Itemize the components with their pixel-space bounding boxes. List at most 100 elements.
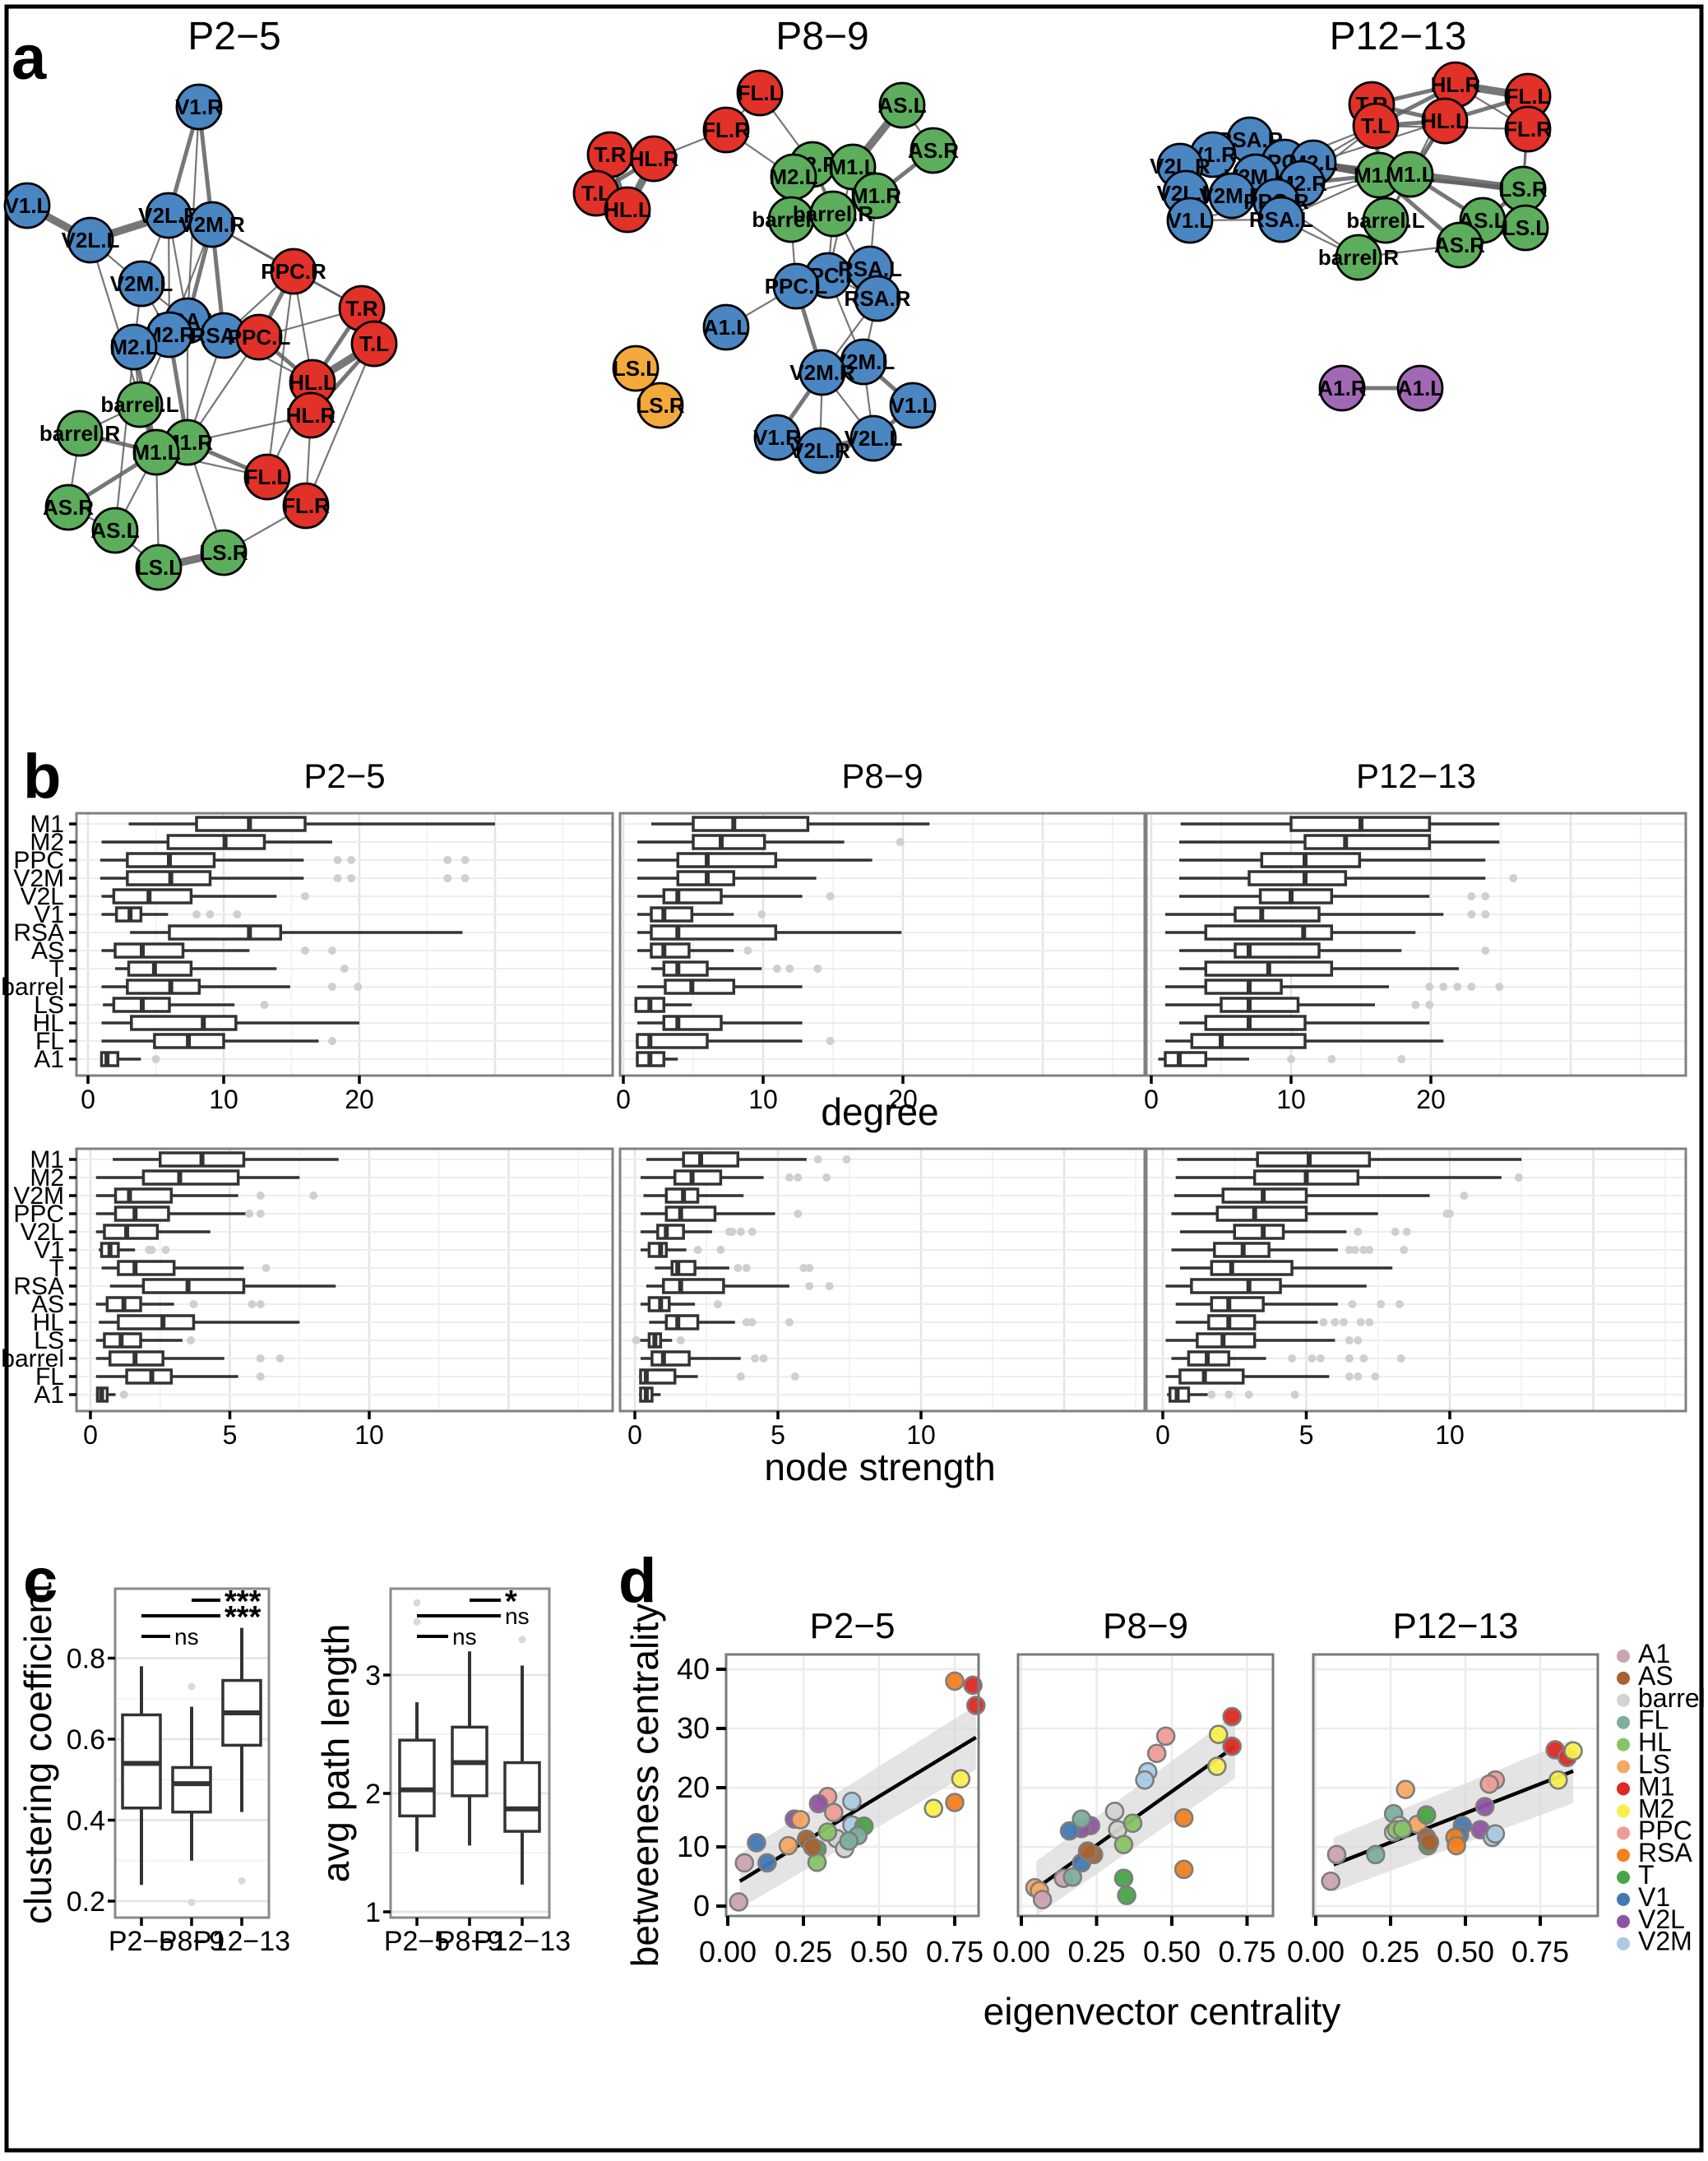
- outlier-dot: [301, 892, 309, 900]
- box: [398, 1738, 436, 1818]
- network-node-label: T.L: [1361, 113, 1391, 138]
- outlier-dot: [1371, 1372, 1380, 1381]
- network-node: [132, 428, 180, 476]
- outlier-dot: [238, 1876, 246, 1885]
- network-edge: [304, 343, 376, 507]
- network-node: [1396, 364, 1444, 412]
- legend-swatch: [1617, 1826, 1630, 1840]
- outlier-dot: [256, 1300, 265, 1308]
- scatter-point: [839, 1831, 859, 1851]
- scatter-point: [1446, 1835, 1466, 1856]
- axis-tick-label: 0: [81, 1085, 95, 1114]
- outlier-dot: [443, 856, 452, 864]
- legend-label: M2: [1638, 1793, 1674, 1823]
- axis-tick-label: 0.50: [1437, 1935, 1494, 1969]
- network-node-label: FL.R: [282, 493, 330, 518]
- network-node: [702, 106, 750, 154]
- scatter-point: [1474, 1797, 1495, 1816]
- outlier-dot: [785, 1173, 794, 1182]
- box: [1190, 1278, 1282, 1294]
- outlier-dot: [1467, 983, 1476, 991]
- significance-label: ns: [174, 1624, 199, 1650]
- outlier-dot: [896, 838, 905, 846]
- network-node-label: A1.L: [1397, 376, 1443, 400]
- scatter-point: [1222, 1706, 1242, 1727]
- outlier-dot: [275, 1354, 285, 1363]
- box: [1196, 1332, 1257, 1349]
- box: [1247, 870, 1348, 886]
- outlier-dot: [1354, 1228, 1363, 1236]
- box: [113, 1205, 170, 1222]
- outlier-dot: [189, 1300, 198, 1308]
- outlier-dot: [256, 1372, 265, 1381]
- outlier-dot: [187, 1682, 196, 1691]
- network-node: [56, 410, 104, 457]
- network-node-label: RSA.R: [845, 286, 911, 311]
- outlier-dot: [1411, 1001, 1420, 1009]
- outlier-dot: [461, 856, 470, 864]
- network-node: [1318, 364, 1366, 412]
- outlier-dot: [1481, 946, 1490, 955]
- outlier-dot: [1354, 1372, 1363, 1381]
- outlier-dot: [813, 965, 822, 973]
- outlier-dot: [748, 1228, 757, 1236]
- box: [1220, 997, 1300, 1013]
- network-node-label: V2M.R: [789, 360, 855, 385]
- network-node: [1166, 197, 1214, 244]
- network-node-label: V2L.L: [62, 228, 120, 252]
- scatter-point: [923, 1798, 944, 1818]
- legend-label: M1: [1638, 1771, 1674, 1801]
- legend-label: AS: [1638, 1661, 1673, 1691]
- legend-swatch: [1617, 1782, 1630, 1796]
- node-strength-axis-title: node strength: [764, 1446, 995, 1488]
- outlier-dot: [805, 1264, 814, 1272]
- network-node: [612, 345, 660, 392]
- network-node: [1386, 150, 1434, 198]
- outlier-dot: [333, 874, 342, 882]
- axis-tick-label: 0: [1144, 1085, 1159, 1114]
- box: [1210, 1296, 1265, 1312]
- network-node: [878, 81, 926, 129]
- network-node: [235, 313, 283, 361]
- outlier-dot: [1348, 1300, 1357, 1308]
- outlier-dot: [328, 1037, 336, 1045]
- outlier-dot: [1244, 1391, 1253, 1399]
- network-node-label: RSA.L: [1249, 207, 1313, 232]
- outlier-dot: [1495, 983, 1504, 991]
- outlier-dot: [1356, 1318, 1365, 1326]
- axis-tick-label: 2: [365, 1779, 381, 1810]
- scatter-point: [1104, 1802, 1125, 1821]
- legend-swatch: [1617, 1892, 1630, 1906]
- outlier-dot: [742, 1264, 751, 1272]
- box: [1234, 942, 1321, 959]
- scatter-point: [1135, 1770, 1155, 1790]
- network-node-label: AS.L: [877, 93, 926, 118]
- facet-title: P12−13: [1393, 1606, 1519, 1646]
- outlier-dot: [309, 1192, 318, 1200]
- scatter-point: [1173, 1807, 1194, 1828]
- outlier-dot: [1224, 1391, 1234, 1399]
- box: [141, 1169, 240, 1186]
- outlier-dot: [759, 1354, 768, 1363]
- network-node: [753, 414, 801, 461]
- box: [1234, 906, 1321, 923]
- outlier-dot: [151, 1055, 160, 1063]
- scatter-point: [734, 1853, 755, 1873]
- network-edge: [266, 271, 295, 478]
- category-label: M1: [30, 811, 64, 838]
- outlier-dot: [301, 946, 309, 955]
- legend-swatch: [1617, 1715, 1630, 1729]
- network-node: [630, 135, 678, 183]
- outlier-dot: [742, 1318, 751, 1326]
- outlier-dot: [1460, 1192, 1469, 1200]
- network-node-label: T.L: [359, 331, 389, 356]
- scatter-point: [1419, 1832, 1440, 1853]
- network-node-label: AS.R: [1434, 233, 1485, 257]
- scatter-point: [1146, 1743, 1167, 1764]
- facet-title: P2−5: [303, 757, 385, 795]
- network-node-label: HL.L: [604, 197, 651, 222]
- outlier-dot: [187, 1898, 196, 1906]
- network-title: P2−5: [187, 15, 280, 58]
- scatter-panel-frame: [1016, 1653, 1275, 1918]
